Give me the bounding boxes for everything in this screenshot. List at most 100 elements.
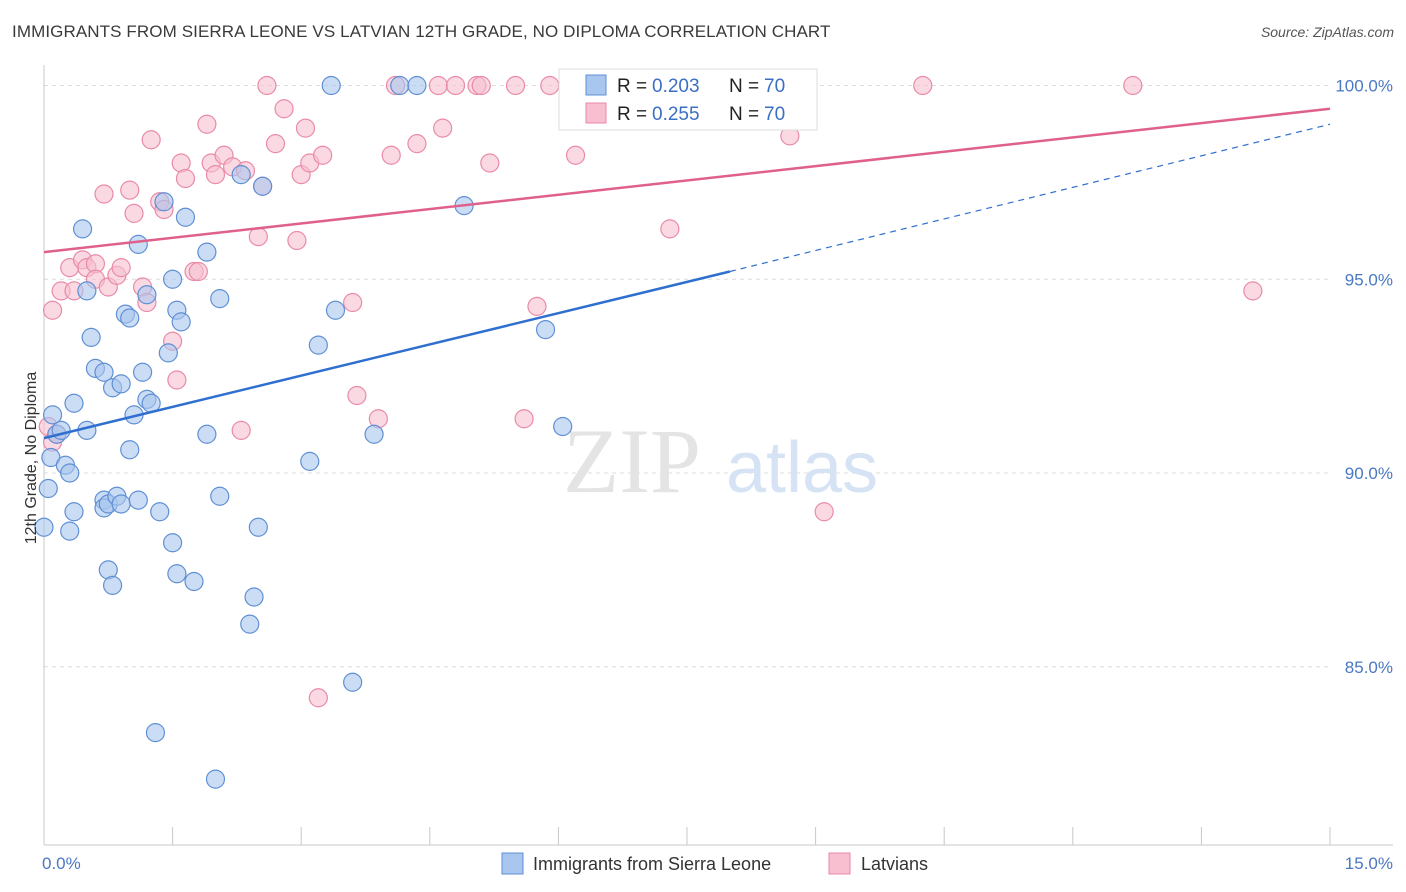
point-sierra-leone <box>300 451 320 471</box>
legend-r-label-1: R = <box>617 76 647 97</box>
series-legend-swatch-pink <box>828 852 851 875</box>
point-latvians <box>313 145 333 165</box>
tick-labels: 85.0% 90.0% 95.0% 100.0% 0.0% 15.0% <box>42 77 1393 874</box>
trend-line-sierra-leone <box>43 270 731 440</box>
point-latvians <box>111 258 131 278</box>
point-latvians <box>231 420 251 440</box>
watermark-atlas: atlas <box>726 428 878 508</box>
point-sierra-leone <box>38 478 58 499</box>
legend-n-label-2: N = <box>729 104 759 125</box>
point-latvians <box>433 118 453 138</box>
point-latvians <box>197 114 217 134</box>
series-legend-swatch-blue <box>501 852 524 875</box>
point-sierra-leone <box>253 176 273 196</box>
trend-lines <box>43 107 1331 440</box>
point-latvians <box>428 75 448 96</box>
point-latvians <box>42 300 63 320</box>
point-sierra-leone <box>111 494 131 514</box>
point-sierra-leone <box>64 502 84 522</box>
stats-legend: R = 0.203 N = 70 R = 0.255 N = 70 <box>558 68 818 131</box>
point-latvians <box>343 292 363 313</box>
point-sierra-leone <box>42 405 63 425</box>
point-sierra-leone <box>240 614 260 634</box>
x-tick-label-start: 0.0% <box>42 854 81 873</box>
point-latvians <box>445 75 466 96</box>
point-sierra-leone <box>175 207 196 227</box>
point-sierra-leone <box>325 300 346 320</box>
point-latvians <box>1243 281 1263 301</box>
point-sierra-leone <box>145 723 166 743</box>
point-sierra-leone <box>210 289 230 309</box>
point-sierra-leone <box>34 517 54 537</box>
point-sierra-leone <box>205 769 226 789</box>
point-latvians <box>274 99 294 119</box>
point-sierra-leone <box>158 343 178 363</box>
point-sierra-leone <box>163 533 183 553</box>
point-latvians <box>1123 75 1143 96</box>
point-latvians <box>381 145 401 165</box>
point-latvians <box>248 227 268 247</box>
point-sierra-leone <box>72 219 93 239</box>
point-sierra-leone <box>60 521 80 541</box>
point-sierra-leone <box>308 335 328 355</box>
point-sierra-leone <box>132 362 153 382</box>
point-latvians <box>527 296 547 316</box>
point-latvians <box>188 261 208 282</box>
point-sierra-leone <box>94 362 114 382</box>
point-latvians <box>660 219 680 239</box>
chart-title: IMMIGRANTS FROM SIERRA LEONE VS LATVIAN … <box>12 22 831 41</box>
y-tick-label: 90.0% <box>1345 464 1393 483</box>
point-latvians <box>514 409 534 429</box>
watermark-zip: ZIP <box>563 410 701 512</box>
legend-n-label-1: N = <box>729 76 759 97</box>
legend-r-value-1: 0.203 <box>652 76 700 97</box>
point-sierra-leone <box>120 308 140 328</box>
x-tick-label-end: 15.0% <box>1345 854 1393 873</box>
point-latvians <box>505 75 526 96</box>
point-latvians <box>407 134 427 154</box>
point-latvians <box>347 385 367 406</box>
legend-swatch-blue <box>585 74 607 96</box>
point-sierra-leone <box>64 393 84 413</box>
point-latvians <box>175 168 196 189</box>
point-sierra-leone <box>364 424 384 444</box>
point-latvians <box>167 370 187 390</box>
point-sierra-leone <box>171 312 191 332</box>
legend-n-value-2: 70 <box>764 104 785 125</box>
y-axis-label: 12th Grade, No Diploma <box>23 372 40 545</box>
point-sierra-leone <box>535 320 556 340</box>
chart-source: Source: ZipAtlas.com <box>1260 24 1394 40</box>
point-sierra-leone <box>102 575 123 595</box>
point-sierra-leone <box>244 587 264 607</box>
point-latvians <box>565 145 586 165</box>
point-sierra-leone <box>553 416 573 437</box>
point-sierra-leone <box>248 517 268 537</box>
series-legend-label-blue: Immigrants from Sierra Leone <box>533 854 771 874</box>
y-tick-label: 100.0% <box>1335 77 1393 96</box>
point-sierra-leone <box>407 75 427 96</box>
legend-n-value-1: 70 <box>764 76 785 97</box>
legend-swatch-pink <box>585 102 607 124</box>
point-sierra-leone <box>231 165 251 185</box>
point-sierra-leone <box>60 463 80 483</box>
y-tick-label: 85.0% <box>1345 658 1393 677</box>
point-sierra-leone <box>197 424 217 444</box>
point-sierra-leone <box>321 75 341 96</box>
point-sierra-leone <box>210 486 230 506</box>
point-sierra-leone <box>150 502 170 522</box>
point-sierra-leone <box>120 440 140 460</box>
legend-r-value-2: 0.255 <box>652 104 700 125</box>
point-latvians <box>913 75 933 96</box>
point-latvians <box>141 130 161 150</box>
point-sierra-leone <box>128 234 148 254</box>
point-sierra-leone <box>343 672 363 692</box>
series-legend: Immigrants from Sierra Leone Latvians <box>501 852 928 875</box>
point-latvians <box>480 153 500 173</box>
point-latvians <box>295 118 316 138</box>
point-latvians <box>540 75 560 96</box>
point-sierra-leone <box>197 242 217 262</box>
point-latvians <box>94 184 114 204</box>
point-sierra-leone <box>154 192 174 212</box>
point-latvians <box>814 502 834 522</box>
